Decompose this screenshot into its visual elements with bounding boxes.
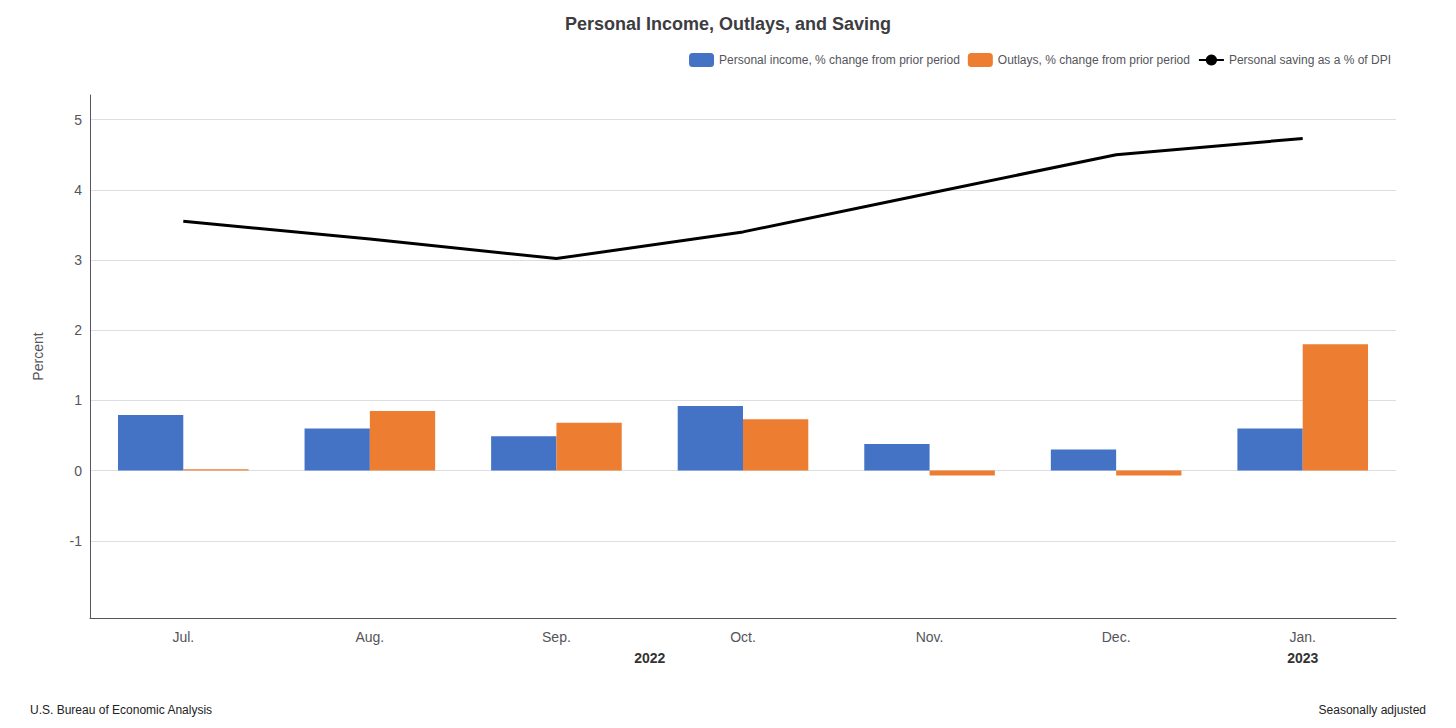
svg-text:5: 5 <box>74 112 82 128</box>
svg-text:Seasonally adjusted: Seasonally adjusted <box>1319 703 1426 717</box>
svg-text:1: 1 <box>74 392 82 408</box>
svg-text:Dec.: Dec. <box>1102 629 1131 645</box>
svg-text:U.S. Bureau of Economic Analys: U.S. Bureau of Economic Analysis <box>30 703 212 717</box>
svg-text:0: 0 <box>74 463 82 479</box>
svg-text:4: 4 <box>74 182 82 198</box>
svg-text:3: 3 <box>74 252 82 268</box>
svg-text:Personal saving as a % of DPI: Personal saving as a % of DPI <box>1229 53 1391 67</box>
svg-text:Outlays, % change from prior p: Outlays, % change from prior period <box>998 53 1190 67</box>
svg-text:Personal income, % change from: Personal income, % change from prior per… <box>719 53 960 67</box>
svg-text:Sep.: Sep. <box>542 629 571 645</box>
svg-text:Oct.: Oct. <box>730 629 756 645</box>
svg-text:-1: -1 <box>70 533 83 549</box>
svg-text:2023: 2023 <box>1287 650 1318 666</box>
svg-text:Nov.: Nov. <box>916 629 944 645</box>
svg-text:Aug.: Aug. <box>355 629 384 645</box>
svg-text:Percent: Percent <box>30 332 46 380</box>
svg-text:Jul.: Jul. <box>172 629 194 645</box>
svg-text:Jan.: Jan. <box>1289 629 1315 645</box>
svg-text:2022: 2022 <box>634 650 665 666</box>
svg-text:Personal Income, Outlays, and: Personal Income, Outlays, and Saving <box>565 14 891 34</box>
svg-text:2: 2 <box>74 322 82 338</box>
